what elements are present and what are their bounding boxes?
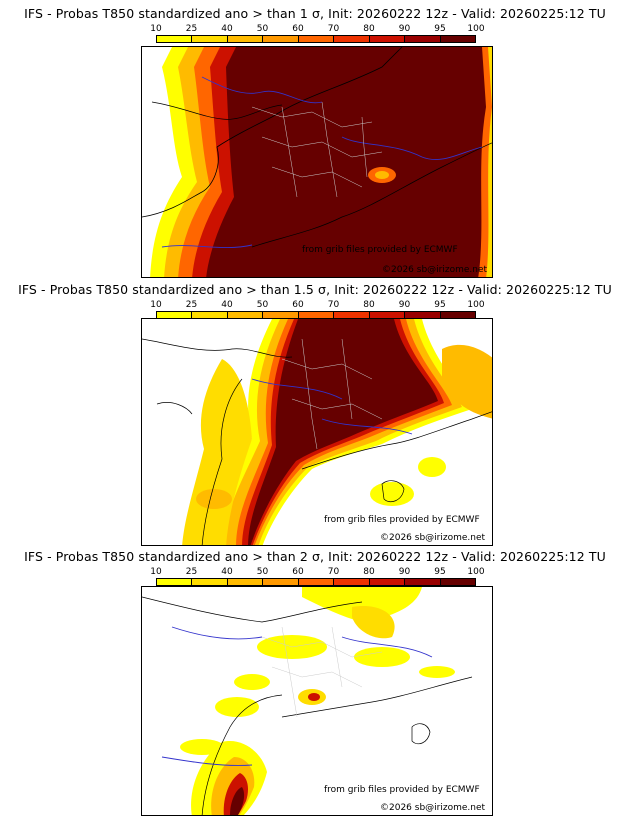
panel-sigma-1: IFS - Probas T850 standardized ano > tha… <box>0 0 630 282</box>
colorbar-tick: 80 <box>363 300 375 310</box>
panel-sigma-1-5: IFS - Probas T850 standardized ano > tha… <box>0 276 630 552</box>
colorbar-swatch <box>334 36 370 42</box>
colorbar-swatch <box>405 579 441 585</box>
admin-borders <box>251 101 383 198</box>
map-svg <box>142 319 492 545</box>
panel-title: IFS - Probas T850 standardized ano > tha… <box>24 549 606 564</box>
colorbar-swatch <box>227 36 264 42</box>
colorbar-swatch <box>440 36 475 42</box>
colorbar-tick: 90 <box>398 567 411 577</box>
colorbar-swatch <box>227 579 264 585</box>
border-line <box>251 142 492 248</box>
colorbar-tick: 95 <box>434 24 446 34</box>
colorbar-tick: 95 <box>434 567 446 577</box>
river <box>251 378 343 400</box>
probability-map: from grib files provided by ECMWF ©2026 … <box>141 46 493 278</box>
colorbar-swatch <box>369 579 406 585</box>
colorbar-tick: 100 <box>467 567 485 577</box>
colorbar-swatch <box>263 579 299 585</box>
colorbar-tick: 90 <box>398 300 411 310</box>
credit-source: from grib files provided by ECMWF <box>324 785 480 795</box>
prob-band-10 <box>302 587 422 622</box>
colorbar-swatch <box>227 312 264 318</box>
colorbar-swatch <box>405 36 441 42</box>
colorbar-tick: 60 <box>292 567 304 577</box>
corsica-outline <box>381 480 405 503</box>
coastline <box>142 338 293 358</box>
panel-title: IFS - Probas T850 standardized ano > tha… <box>24 6 606 21</box>
panel-sigma-2: IFS - Probas T850 standardized ano > tha… <box>0 546 630 828</box>
border-line <box>301 411 492 470</box>
colorbar-tick: 10 <box>150 300 162 310</box>
credit-source: from grib files provided by ECMWF <box>302 245 458 255</box>
colorbar-tick: 25 <box>185 300 198 310</box>
colorbar-swatch <box>298 312 335 318</box>
admin-borders <box>261 626 383 718</box>
colorbar-swatch <box>192 579 228 585</box>
corsica-outline <box>411 723 431 745</box>
colorbar-tick: 100 <box>467 300 485 310</box>
colorbar-swatch <box>263 312 299 318</box>
colorbar-swatch <box>157 312 193 318</box>
colorbar-swatch <box>369 312 406 318</box>
colorbar-tick: 25 <box>185 24 198 34</box>
admin-borders <box>281 338 383 450</box>
colorbar-swatches <box>156 578 476 586</box>
colorbar-swatch <box>192 312 228 318</box>
colorbar-ticks: 10 25 40 50 60 70 80 90 95 100 <box>150 567 484 577</box>
colorbar-tick: 70 <box>327 567 340 577</box>
colorbar-tick: 40 <box>221 567 233 577</box>
map-svg <box>142 47 492 277</box>
colorbar-swatch <box>334 579 370 585</box>
coastline <box>142 47 403 218</box>
panel-title: IFS - Probas T850 standardized ano > tha… <box>18 282 612 297</box>
credit-copyright: ©2026 sb@irizome.net <box>380 533 486 543</box>
colorbar-tick: 10 <box>150 567 162 577</box>
colorbar-tick: 50 <box>256 567 269 577</box>
colorbar-ticks: 10 25 40 50 60 70 80 90 95 100 <box>150 300 484 310</box>
colorbar-tick: 60 <box>292 300 304 310</box>
probability-map: from grib files provided by ECMWF ©2026 … <box>141 586 493 816</box>
colorbar-tick: 40 <box>221 24 233 34</box>
probability-map: from grib files provided by ECMWF ©2026 … <box>141 318 493 546</box>
colorbar-tick: 70 <box>327 24 340 34</box>
colorbar-swatch <box>263 36 299 42</box>
colorbar-swatch <box>334 312 370 318</box>
credit-copyright: ©2026 sb@irizome.net <box>382 265 488 275</box>
colorbar-tick: 50 <box>256 24 269 34</box>
colorbar-swatch <box>157 579 193 585</box>
colorbar-swatch <box>440 579 475 585</box>
colorbar-ticks: 10 25 40 50 60 70 80 90 95 100 <box>150 24 484 34</box>
prob-band-100 <box>206 47 492 277</box>
border-line <box>281 676 473 718</box>
colorbar-swatch <box>298 579 335 585</box>
prob-band-100 <box>248 319 438 545</box>
colorbar-tick: 90 <box>398 24 411 34</box>
colorbar-tick: 60 <box>292 24 304 34</box>
map-svg <box>142 587 492 815</box>
colorbar-swatch <box>369 36 406 42</box>
colorbar-tick: 10 <box>150 24 162 34</box>
corsica-patch <box>370 482 414 506</box>
colorbar-swatch <box>298 36 335 42</box>
colorbar-swatch <box>192 36 228 42</box>
colorbar-swatch <box>440 312 475 318</box>
credit-source: from grib files provided by ECMWF <box>324 515 480 525</box>
colorbar-tick: 50 <box>256 300 269 310</box>
colorbar-tick: 70 <box>327 300 340 310</box>
colorbar-tick: 80 <box>363 24 375 34</box>
colorbar-tick: 40 <box>221 300 233 310</box>
credit-copyright: ©2026 sb@irizome.net <box>380 803 486 813</box>
colorbar-swatch <box>157 36 193 42</box>
colorbar-tick: 80 <box>363 567 375 577</box>
colorbar-tick: 100 <box>467 24 485 34</box>
prob-band-100 <box>230 787 245 815</box>
river <box>171 626 263 640</box>
coastline <box>142 596 363 623</box>
colorbar-tick: 25 <box>185 567 198 577</box>
colorbar-tick: 95 <box>434 300 446 310</box>
river <box>201 76 323 104</box>
colorbar-swatches <box>156 35 476 43</box>
colorbar-swatch <box>405 312 441 318</box>
